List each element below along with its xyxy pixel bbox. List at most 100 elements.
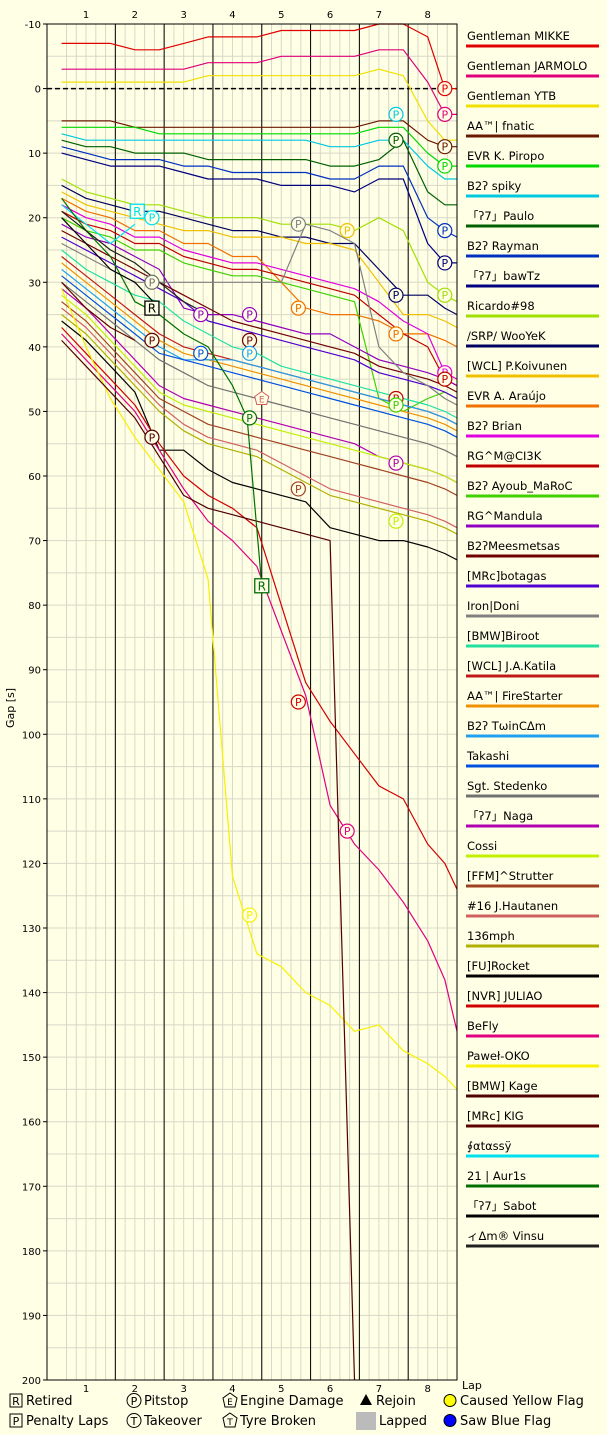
legend-entry-label: 136mph: [467, 929, 515, 943]
pitstop-marker-label: P: [441, 83, 448, 96]
pitstop-marker-label: P: [246, 412, 253, 425]
key-symbol-circle: [126, 1393, 142, 1408]
pitstop-marker-label: P: [393, 289, 400, 302]
axes: -10 0 10 20 30 40 50 60 70 80 90 100 110 120 130 140 150…: [22, 10, 458, 1395]
y-tick-label: 20: [28, 214, 41, 225]
x-tick-label-bottom: 8: [425, 1384, 431, 1395]
x-tick-label-bottom: 3: [180, 1384, 186, 1395]
series-line: [61, 314, 458, 535]
x-tick-label-top: 2: [132, 10, 138, 21]
y-tick-label: 190: [22, 1311, 41, 1322]
legend-entry-label: Cossi: [467, 839, 497, 853]
series-line: [61, 333, 458, 1032]
key-label: Saw Blue Flag: [460, 1414, 551, 1429]
pitstop-marker: [437, 371, 453, 387]
legend-entry-label: 「ʔ7」Naga: [467, 809, 533, 823]
retired-marker: [144, 300, 160, 316]
legend-entry-label: 「ʔ7」Paulo: [467, 209, 534, 223]
engine-damage-marker: [254, 390, 270, 406]
x-tick-label-top: 6: [327, 10, 333, 21]
legend-entry-label: #16 J.Hautanen: [467, 899, 558, 913]
pitstop-marker: [339, 823, 355, 839]
pitstop-marker-label: P: [393, 515, 400, 528]
legend-entry-label: AA™| fnatic: [467, 119, 535, 133]
retired-marker: [129, 203, 145, 219]
series-line: [61, 120, 457, 148]
x-tick-label-top: 5: [278, 10, 284, 21]
x-tick-label-bottom: 7: [376, 1384, 382, 1395]
key-symbol-circle: [126, 1413, 142, 1428]
key-symbol-letter: T: [130, 1415, 138, 1428]
x-axis-label: Lap: [462, 1379, 482, 1392]
legend-entry-label: B2ʔMeesmetsas: [467, 539, 560, 553]
pitstop-marker-label: P: [441, 257, 448, 270]
x-tick-label-bottom: 6: [327, 1384, 333, 1395]
key-symbol-letter: T: [226, 1418, 233, 1428]
pitstop-marker: [241, 345, 258, 361]
retired-marker-label: R: [133, 205, 141, 219]
y-tick-label: 150: [22, 1053, 41, 1064]
symbol-key: R Retired P Pitstop E Engine Damage Rejoin Caus…: [9, 1392, 584, 1430]
legend-entry-label: AA™| FireStarter: [467, 689, 563, 703]
legend-entry-label: [WCL] J.A.Katila: [467, 659, 556, 673]
key-symbol-lapped: [356, 1412, 376, 1430]
key-symbol-tyre: [222, 1412, 238, 1428]
series-line: [61, 23, 457, 90]
pitstop-marker-label: P: [441, 373, 448, 386]
series-line: [61, 152, 457, 264]
legend-entry-label: EVR K. Piropo: [467, 149, 544, 163]
legend-entry-label: B2ʔ Brian: [467, 419, 522, 433]
y-tick-label: 50: [28, 407, 41, 418]
y-tick-label: 120: [22, 859, 41, 870]
pitstop-marker: [241, 907, 258, 923]
legend-entry-label: Ricardo#98: [467, 299, 535, 313]
legend: Gentleman MIKKE Gentleman JARMOLO Gentlema…: [466, 29, 599, 1248]
pitstop-marker-label: P: [246, 909, 253, 922]
series-line: [61, 197, 458, 348]
series-line: [61, 210, 209, 316]
pitstop-marker: [437, 287, 453, 303]
pitstop-marker-label: P: [441, 108, 448, 121]
series-line: [61, 49, 457, 116]
grid-lines: [47, 23, 457, 1381]
legend-entry-label: [NVR] JULIAO: [467, 989, 542, 1003]
y-tick-label: 90: [28, 666, 41, 677]
series-line: [61, 217, 458, 412]
pitstop-marker: [339, 223, 355, 239]
series-line: [61, 339, 356, 1381]
pitstop-marker: [388, 455, 404, 471]
pitstop-marker-label: P: [393, 134, 400, 147]
series-line: [61, 210, 458, 387]
legend-entry-label: ィΔm® Vinsu: [467, 1229, 544, 1243]
pitstop-marker: [437, 106, 453, 123]
y-tick-label: 110: [22, 795, 41, 806]
key-label: Engine Damage: [240, 1394, 344, 1409]
pitstop-marker-label: P: [441, 225, 448, 238]
key-symbol-box: [9, 1413, 23, 1428]
legend-entry-label: Paweł-OKO: [467, 1049, 530, 1063]
pitstop-marker-label: P: [295, 302, 302, 315]
legend-entry-label: 「ʔ7」bawTz: [467, 269, 540, 283]
legend-entry-label: B2ʔ TωinCΔm: [467, 719, 546, 733]
plot-frame: [46, 23, 458, 1381]
retired-marker-label: R: [258, 579, 266, 593]
y-tick-label: 130: [22, 924, 41, 935]
y-tick-label: 10: [28, 149, 41, 160]
legend-entry-label: Sgt. Stedenko: [467, 779, 547, 793]
pitstop-marker-label: P: [197, 309, 204, 322]
key-symbol-letter: E: [227, 1398, 233, 1408]
series-line: [61, 217, 160, 309]
y-tick-label: 160: [22, 1118, 41, 1129]
series-line: [61, 275, 458, 438]
key-label: Lapped: [379, 1414, 427, 1429]
key-symbol-box: [9, 1393, 23, 1408]
pitstop-marker-label: P: [393, 399, 400, 412]
pitstop-marker-label: P: [393, 457, 400, 470]
y-tick-label: 140: [22, 989, 41, 1000]
key-label: Takeover: [143, 1414, 202, 1429]
x-tick-label-bottom: 2: [132, 1384, 138, 1395]
key-label: Tyre Broken: [239, 1414, 316, 1429]
legend-entry-label: Gentleman YTB: [467, 89, 556, 103]
retired-marker-label: R: [148, 302, 156, 316]
